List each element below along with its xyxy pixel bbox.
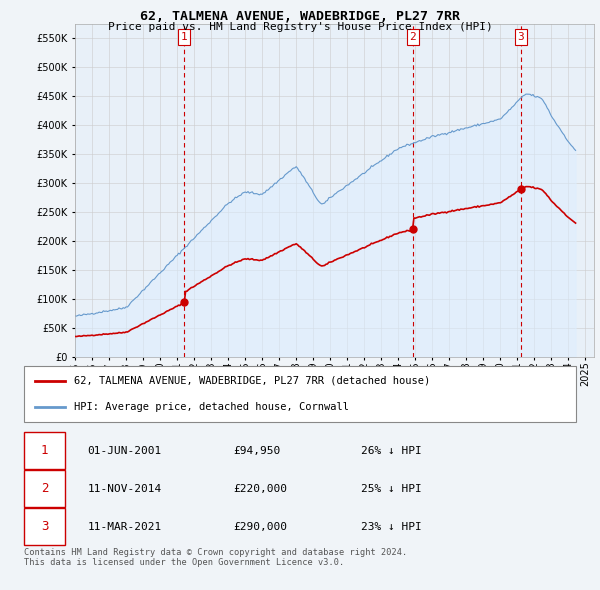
FancyBboxPatch shape bbox=[24, 470, 65, 507]
Text: £290,000: £290,000 bbox=[234, 522, 288, 532]
Text: 3: 3 bbox=[517, 32, 524, 42]
Text: 26% ↓ HPI: 26% ↓ HPI bbox=[361, 446, 421, 455]
Text: £94,950: £94,950 bbox=[234, 446, 281, 455]
Text: Price paid vs. HM Land Registry's House Price Index (HPI): Price paid vs. HM Land Registry's House … bbox=[107, 22, 493, 32]
Text: 01-JUN-2001: 01-JUN-2001 bbox=[88, 446, 162, 455]
Text: 62, TALMENA AVENUE, WADEBRIDGE, PL27 7RR: 62, TALMENA AVENUE, WADEBRIDGE, PL27 7RR bbox=[140, 10, 460, 23]
Text: £220,000: £220,000 bbox=[234, 484, 288, 494]
Text: 62, TALMENA AVENUE, WADEBRIDGE, PL27 7RR (detached house): 62, TALMENA AVENUE, WADEBRIDGE, PL27 7RR… bbox=[74, 376, 430, 386]
Text: 2: 2 bbox=[41, 482, 49, 495]
Text: 1: 1 bbox=[181, 32, 188, 42]
Text: 3: 3 bbox=[41, 520, 49, 533]
Text: 11-MAR-2021: 11-MAR-2021 bbox=[88, 522, 162, 532]
FancyBboxPatch shape bbox=[24, 366, 576, 422]
Text: 11-NOV-2014: 11-NOV-2014 bbox=[88, 484, 162, 494]
Text: 1: 1 bbox=[41, 444, 49, 457]
Text: HPI: Average price, detached house, Cornwall: HPI: Average price, detached house, Corn… bbox=[74, 402, 349, 412]
Text: 2: 2 bbox=[410, 32, 416, 42]
Text: 25% ↓ HPI: 25% ↓ HPI bbox=[361, 484, 421, 494]
FancyBboxPatch shape bbox=[24, 508, 65, 545]
FancyBboxPatch shape bbox=[24, 432, 65, 469]
Text: 23% ↓ HPI: 23% ↓ HPI bbox=[361, 522, 421, 532]
Text: Contains HM Land Registry data © Crown copyright and database right 2024.
This d: Contains HM Land Registry data © Crown c… bbox=[24, 548, 407, 567]
